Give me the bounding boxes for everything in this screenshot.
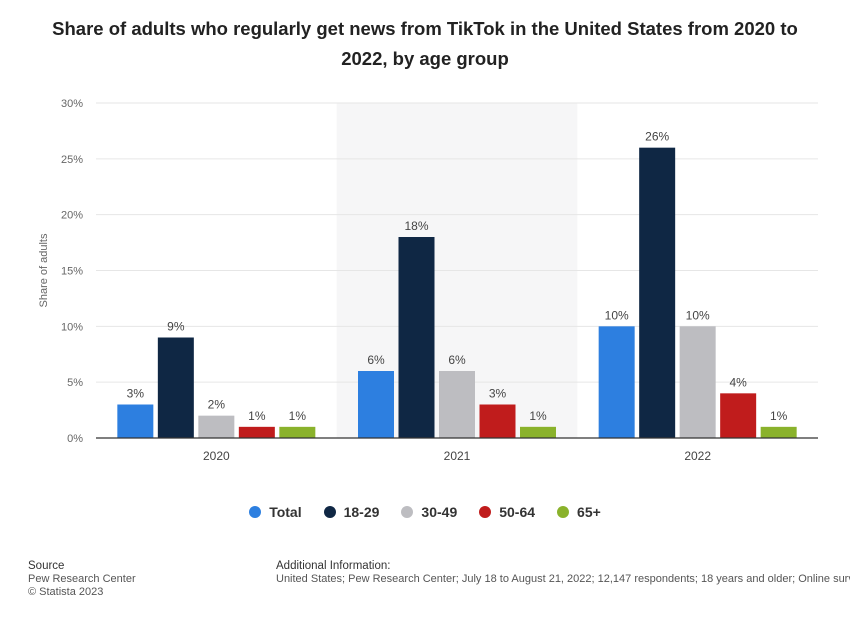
legend-item-30-49[interactable]: 30-49 bbox=[401, 504, 457, 520]
bar bbox=[157, 337, 194, 438]
data-label: 10% bbox=[686, 308, 710, 322]
bar bbox=[358, 371, 394, 438]
source-block: Source Pew Research Center © Statista 20… bbox=[28, 560, 136, 599]
bar bbox=[679, 326, 716, 438]
legend-label-50-64: 50-64 bbox=[499, 504, 536, 520]
y-tick-label: 15% bbox=[61, 266, 83, 278]
data-label: 1% bbox=[529, 409, 547, 423]
additional-info-heading: Additional Information: bbox=[276, 560, 391, 572]
legend-swatch-30-49 bbox=[401, 506, 414, 518]
data-label: 9% bbox=[167, 320, 185, 334]
legend-item-total[interactable]: Total bbox=[249, 504, 302, 520]
bar bbox=[639, 147, 676, 438]
x-tick-label: 2020 bbox=[203, 449, 230, 463]
legend-swatch-18-29 bbox=[323, 506, 336, 518]
bar bbox=[479, 404, 516, 438]
data-label: 26% bbox=[645, 130, 669, 144]
copyright: © Statista 2023 bbox=[28, 586, 104, 598]
additional-info-text: United States; Pew Research Center; July… bbox=[276, 573, 850, 585]
bar bbox=[720, 393, 757, 438]
data-label: 18% bbox=[404, 219, 428, 233]
legend-swatch-total bbox=[249, 506, 262, 518]
y-tick-label: 0% bbox=[67, 433, 83, 445]
legend-item-50-64[interactable]: 50-64 bbox=[479, 504, 535, 520]
data-label: 1% bbox=[248, 409, 266, 423]
bar bbox=[760, 426, 797, 438]
y-tick-label: 30% bbox=[61, 98, 83, 110]
data-label: 2% bbox=[208, 398, 226, 412]
data-label: 10% bbox=[605, 308, 629, 322]
legend-swatch-65-plus bbox=[557, 506, 570, 518]
bar bbox=[520, 426, 556, 438]
bar bbox=[398, 237, 435, 438]
bar bbox=[439, 371, 475, 438]
data-label: 6% bbox=[448, 353, 466, 367]
data-label: 4% bbox=[729, 375, 747, 389]
legend-label-18-29: 18-29 bbox=[343, 504, 380, 520]
y-tick-label: 20% bbox=[61, 210, 83, 222]
bar bbox=[279, 426, 316, 438]
bar bbox=[198, 415, 235, 438]
source-heading: Source bbox=[28, 560, 65, 572]
legend-label-total: Total bbox=[269, 504, 302, 520]
data-label: 6% bbox=[367, 353, 385, 367]
data-label: 1% bbox=[770, 409, 788, 423]
y-tick-label: 5% bbox=[67, 377, 83, 389]
data-label: 3% bbox=[127, 387, 145, 401]
chart-title: Share of adults who regularly get news f… bbox=[52, 18, 798, 69]
source-name[interactable]: Pew Research Center bbox=[28, 573, 136, 585]
y-tick-label: 10% bbox=[61, 321, 83, 333]
data-label: 1% bbox=[289, 409, 307, 423]
data-label: 3% bbox=[489, 387, 507, 401]
bar bbox=[117, 404, 154, 438]
x-tick-label: 2021 bbox=[444, 449, 471, 463]
legend-item-65-plus[interactable]: 65+ bbox=[557, 504, 601, 520]
legend: Total 18-29 30-49 50-64 65+ bbox=[0, 504, 850, 520]
y-tick-label: 25% bbox=[61, 154, 83, 166]
legend-label-30-49: 30-49 bbox=[421, 504, 458, 520]
x-tick-label: 2022 bbox=[684, 449, 711, 463]
bar-chart: 0% 5% 10% 15% 20% 25% 30% Share of adults 3% 9% 2%… bbox=[38, 98, 818, 463]
legend-swatch-50-64 bbox=[479, 506, 492, 518]
additional-info-block: Additional Information: United States; P… bbox=[276, 560, 850, 586]
bar bbox=[238, 426, 275, 438]
legend-label-65-plus: 65+ bbox=[577, 504, 601, 520]
y-axis-label: Share of adults bbox=[38, 233, 50, 307]
bar bbox=[598, 326, 635, 438]
legend-item-18-29[interactable]: 18-29 bbox=[323, 504, 380, 520]
